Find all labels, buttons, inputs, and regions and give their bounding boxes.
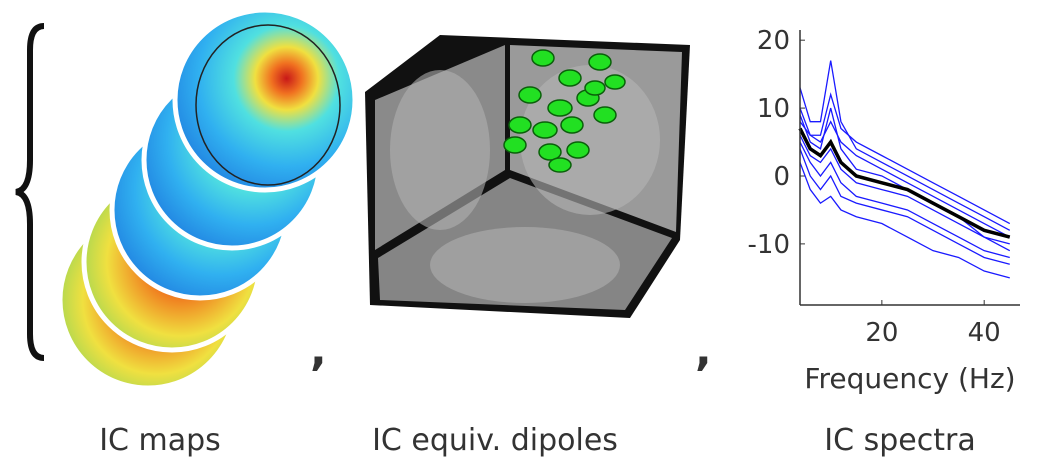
figure: , , IC maps IC equiv. dipoles IC spectra…	[0, 0, 1046, 465]
separator: ,	[310, 325, 327, 376]
spectra-plot: -10 0 10 20 20 40	[748, 26, 1020, 348]
x-axis-label: Frequency (Hz)	[804, 362, 1015, 395]
brace	[16, 26, 44, 358]
spectrum-line	[800, 108, 1010, 237]
separator: ,	[695, 325, 712, 376]
spectrum-line	[800, 95, 1010, 224]
panel-label: IC maps	[99, 423, 221, 458]
spectrum-line	[800, 142, 1010, 257]
y-tick-label: 10	[757, 94, 790, 124]
panel-label: IC spectra	[824, 423, 975, 458]
y-tick-label: -10	[748, 230, 790, 260]
brain-cube	[365, 35, 690, 318]
x-tick-label: 20	[865, 318, 898, 348]
spectrum-line	[800, 108, 1010, 251]
y-tick-label: 20	[757, 26, 790, 56]
panel-label: IC equiv. dipoles	[372, 423, 618, 458]
y-tick-label: 0	[773, 162, 790, 192]
x-tick-label: 40	[968, 318, 1001, 348]
